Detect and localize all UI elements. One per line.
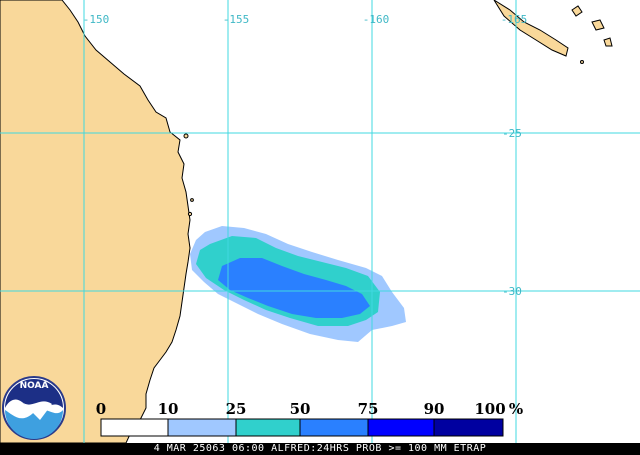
legend-color-bar bbox=[100, 418, 504, 437]
island bbox=[187, 211, 193, 217]
lon-label: -150 bbox=[83, 13, 110, 26]
legend-label: 0 bbox=[96, 400, 106, 418]
lon-label: -165 bbox=[501, 13, 528, 26]
loyalty-island bbox=[591, 19, 605, 31]
legend-swatch bbox=[100, 418, 169, 437]
graticule bbox=[0, 0, 640, 443]
legend-swatch bbox=[235, 418, 301, 437]
island bbox=[580, 60, 584, 64]
legend-label: 25 bbox=[226, 400, 247, 418]
legend-label: % bbox=[509, 400, 523, 418]
legend-label: 10 bbox=[158, 400, 179, 418]
new-caledonia-land bbox=[493, 0, 569, 57]
lon-label: -155 bbox=[223, 13, 250, 26]
lat-label: -30 bbox=[502, 285, 522, 298]
island bbox=[183, 133, 189, 139]
legend-swatch bbox=[433, 418, 504, 437]
loyalty-island bbox=[571, 5, 583, 17]
caption-bar: 4 MAR 25063 06:00 ALFRED:24HRS PROB >= 1… bbox=[0, 443, 640, 455]
legend-swatch bbox=[299, 418, 369, 437]
legend-swatch bbox=[167, 418, 237, 437]
legend-label: 100 bbox=[474, 400, 505, 418]
prob-50-75-region bbox=[218, 258, 370, 318]
noaa-logo-text: NOAA bbox=[20, 381, 49, 391]
lon-label: -160 bbox=[363, 13, 390, 26]
legend-label: 50 bbox=[290, 400, 311, 418]
legend-swatch bbox=[367, 418, 435, 437]
probability-field bbox=[190, 226, 406, 342]
legend-label: 75 bbox=[358, 400, 379, 418]
australia-land bbox=[0, 0, 191, 444]
island bbox=[190, 198, 194, 202]
loyalty-island bbox=[603, 37, 613, 47]
noaa-logo-icon: NOAA bbox=[2, 376, 66, 440]
legend-label: 90 bbox=[424, 400, 445, 418]
lat-label: -25 bbox=[502, 127, 522, 140]
